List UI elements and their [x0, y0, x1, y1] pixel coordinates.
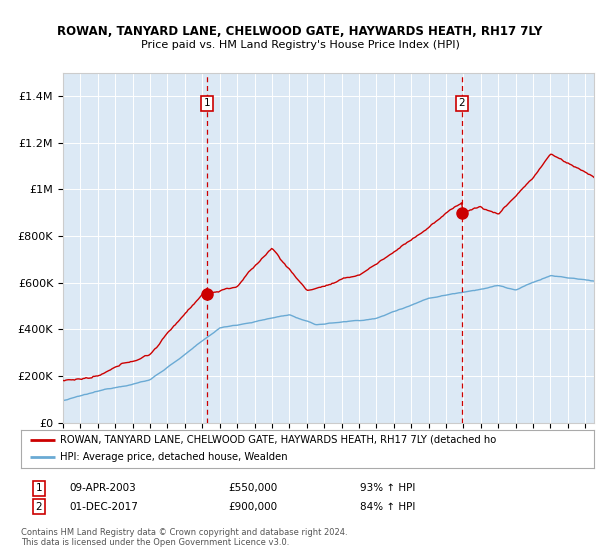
- Text: Contains HM Land Registry data © Crown copyright and database right 2024.
This d: Contains HM Land Registry data © Crown c…: [21, 528, 347, 547]
- Text: ROWAN, TANYARD LANE, CHELWOOD GATE, HAYWARDS HEATH, RH17 7LY: ROWAN, TANYARD LANE, CHELWOOD GATE, HAYW…: [58, 25, 542, 38]
- Text: ROWAN, TANYARD LANE, CHELWOOD GATE, HAYWARDS HEATH, RH17 7LY (detached ho: ROWAN, TANYARD LANE, CHELWOOD GATE, HAYW…: [60, 435, 496, 445]
- Text: Price paid vs. HM Land Registry's House Price Index (HPI): Price paid vs. HM Land Registry's House …: [140, 40, 460, 50]
- Text: 1: 1: [35, 483, 43, 493]
- Text: 1: 1: [203, 98, 210, 108]
- Text: 09-APR-2003: 09-APR-2003: [69, 483, 136, 493]
- Text: £550,000: £550,000: [228, 483, 277, 493]
- Text: 2: 2: [35, 502, 43, 512]
- Text: 2: 2: [459, 98, 466, 108]
- Text: £900,000: £900,000: [228, 502, 277, 512]
- Text: 84% ↑ HPI: 84% ↑ HPI: [360, 502, 415, 512]
- Text: HPI: Average price, detached house, Wealden: HPI: Average price, detached house, Weal…: [60, 452, 287, 463]
- Text: 01-DEC-2017: 01-DEC-2017: [69, 502, 138, 512]
- Text: 93% ↑ HPI: 93% ↑ HPI: [360, 483, 415, 493]
